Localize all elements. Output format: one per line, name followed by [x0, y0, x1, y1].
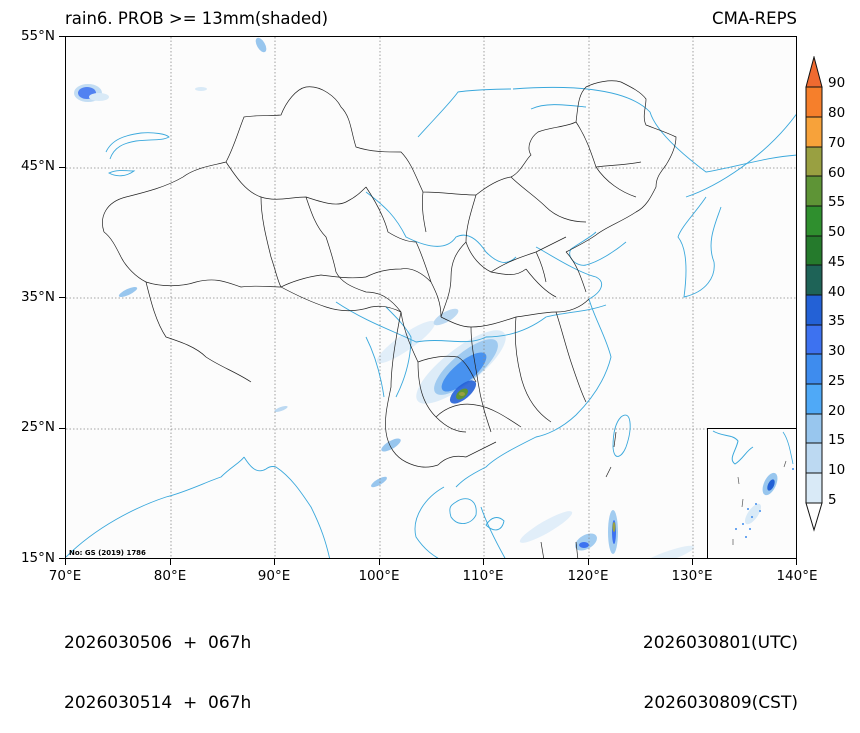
- colorbar-label-90: 90: [828, 75, 846, 91]
- lat-label-25: 25°N: [20, 419, 55, 435]
- lat-label-55: 55°N: [20, 28, 55, 44]
- gridlines: [66, 37, 796, 558]
- colorbar-label-60: 60: [828, 165, 846, 181]
- lon-tick: [692, 559, 693, 565]
- valid-time-utc: 2026030801(UTC): [642, 633, 798, 653]
- map-approval-note: No: GS (2019) 1786: [69, 549, 146, 557]
- south-china-sea-inset: [707, 428, 797, 559]
- colorbar-label-50: 50: [828, 224, 846, 240]
- lon-label-90: 90°E: [257, 568, 291, 584]
- model-name: CMA-REPS: [712, 9, 797, 28]
- lon-tick: [796, 559, 797, 565]
- lon-label-130: 130°E: [671, 568, 713, 584]
- lat-tick: [59, 36, 65, 37]
- lat-tick: [59, 167, 65, 168]
- colorbar-label-35: 35: [828, 313, 846, 329]
- map-panel: [65, 36, 797, 559]
- lat-label-35: 35°N: [20, 289, 55, 305]
- province-borders: [102, 80, 677, 468]
- map-canvas: [66, 37, 796, 558]
- lon-label-70: 70°E: [48, 568, 82, 584]
- lon-tick: [483, 559, 484, 565]
- init-time-cst: 2026030514 + 067h: [64, 693, 252, 713]
- lon-tick: [274, 559, 275, 565]
- lat-tick: [59, 297, 65, 298]
- colorbar-label-55: 55: [828, 194, 846, 210]
- init-time-utc: 2026030506 + 067h: [64, 633, 252, 653]
- lat-tick: [59, 428, 65, 429]
- colorbar-label-25: 25: [828, 373, 846, 389]
- lon-tick: [65, 559, 66, 565]
- lat-tick: [59, 558, 65, 559]
- inset-canvas: [712, 430, 794, 545]
- lon-label-140: 140°E: [776, 568, 818, 584]
- lon-label-120: 120°E: [567, 568, 609, 584]
- lon-tick: [588, 559, 589, 565]
- precip-shading: [74, 37, 695, 558]
- valid-time-cst: 2026030809(CST): [643, 693, 798, 713]
- colorbar-label-15: 15: [828, 432, 846, 448]
- colorbar-label-80: 80: [828, 105, 846, 121]
- colorbar: [805, 55, 823, 532]
- colorbar-label-45: 45: [828, 254, 846, 270]
- colorbar-label-5: 5: [828, 492, 837, 508]
- colorbar-label-30: 30: [828, 343, 846, 359]
- colorbar-label-20: 20: [828, 403, 846, 419]
- lat-label-45: 45°N: [20, 158, 55, 174]
- colorbar-label-10: 10: [828, 462, 846, 478]
- lon-label-80: 80°E: [153, 568, 187, 584]
- colorbar-label-40: 40: [828, 284, 846, 300]
- valid-time-block: 2026030801(UTC) 2026030809(CST): [643, 593, 798, 733]
- lon-label-110: 110°E: [462, 568, 504, 584]
- lon-label-100: 100°E: [358, 568, 400, 584]
- colorbar-label-70: 70: [828, 135, 846, 151]
- chart-title: rain6. PROB >= 13mm(shaded): [65, 9, 329, 28]
- colorbar-graphic: [805, 55, 823, 532]
- init-time-block: 2026030506 + 067h 2026030514 + 067h: [64, 593, 251, 733]
- lat-label-15: 15°N: [20, 550, 55, 566]
- lon-tick: [379, 559, 380, 565]
- scs-dashes: [540, 431, 617, 558]
- lon-tick: [170, 559, 171, 565]
